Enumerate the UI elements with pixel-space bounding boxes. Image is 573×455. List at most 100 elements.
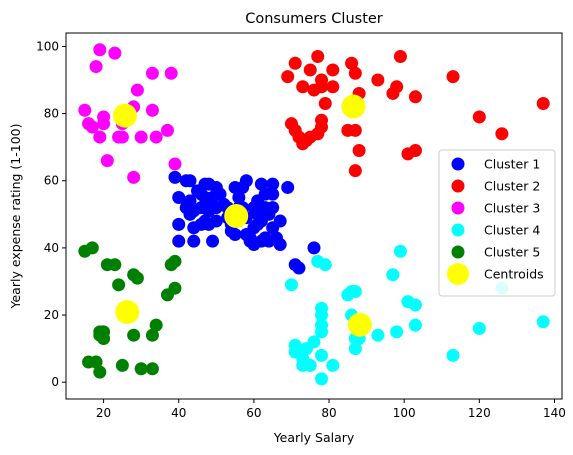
cluster-point [352, 144, 366, 158]
x-tick-label: 80 [321, 406, 336, 420]
cluster-point [108, 46, 122, 60]
x-tick-label: 40 [171, 406, 186, 420]
cluster-point [315, 120, 329, 134]
cluster-point [307, 335, 321, 349]
points-layer [78, 43, 550, 386]
cluster-point [371, 73, 385, 87]
x-tick-label: 100 [393, 406, 416, 420]
cluster-point [78, 103, 92, 117]
cluster-point [311, 50, 325, 63]
legend: Cluster 1 Cluster 2 Cluster 3 Cluster 4 Clus… [438, 149, 556, 297]
cluster-point [100, 154, 114, 168]
cluster-point [318, 258, 332, 272]
cluster-point [348, 164, 362, 178]
cluster-point [93, 43, 107, 57]
cluster-point [206, 234, 220, 248]
cluster-point [254, 177, 268, 191]
cluster-point [348, 66, 362, 80]
cluster-point [187, 234, 201, 248]
cluster-point [315, 348, 329, 362]
legend-marker [451, 179, 465, 193]
cluster-point [183, 194, 197, 208]
cluster-point [89, 355, 103, 369]
cluster-point [273, 214, 287, 228]
y-axis-title: Yearly expense rating (1-100) [8, 124, 23, 310]
x-tick-label: 120 [468, 406, 491, 420]
cluster-point [495, 127, 509, 141]
cluster-point [172, 234, 186, 248]
centroid-point [115, 300, 140, 325]
cluster-point [145, 362, 159, 376]
cluster-point [446, 70, 460, 84]
centroid-point [347, 312, 372, 337]
cluster-point [408, 90, 422, 104]
legend-label: Cluster 2 [484, 179, 540, 194]
centroid-series [112, 94, 372, 337]
cluster-point [393, 244, 407, 258]
cluster-point [164, 66, 178, 80]
legend-marker [451, 201, 465, 215]
cluster-point [446, 348, 460, 362]
x-tick-label: 140 [543, 406, 566, 420]
cluster-point [115, 130, 129, 144]
centroid-point [112, 103, 137, 128]
cluster-point [232, 191, 246, 205]
cluster-point [273, 238, 287, 252]
cluster-point [130, 271, 144, 285]
legend-label: Cluster 5 [484, 245, 540, 260]
cluster-point [127, 328, 141, 342]
cluster-point [172, 191, 186, 205]
cluster-point [326, 80, 340, 94]
cluster-point [97, 117, 111, 131]
cluster-point [145, 66, 159, 80]
cluster-point [390, 80, 404, 94]
cluster-point [134, 362, 148, 376]
cluster-point [408, 144, 422, 158]
cluster-point [371, 328, 385, 342]
cluster-point [348, 285, 362, 299]
centroid-point [224, 204, 249, 228]
cluster-point [134, 130, 148, 144]
cluster-point [288, 56, 302, 70]
cluster-point [292, 261, 306, 275]
y-tick-label: 60 [44, 174, 59, 188]
cluster-series [78, 43, 182, 184]
cluster-point [93, 365, 107, 379]
cluster-point [472, 321, 486, 335]
cluster-point [281, 180, 295, 194]
cluster-point [183, 174, 197, 188]
cluster-point [168, 281, 182, 295]
cluster-point [303, 63, 317, 77]
legend-label: Cluster 3 [484, 201, 540, 216]
cluster-point [326, 358, 340, 372]
cluster-point [307, 241, 321, 255]
x-axis-title: Yearly Salary [273, 430, 355, 445]
cluster-point [348, 342, 362, 356]
cluster-point [108, 258, 122, 272]
y-tick-label: 80 [44, 107, 59, 121]
cluster-point [303, 358, 317, 372]
legend-marker [447, 263, 469, 285]
cluster-point [213, 187, 227, 201]
cluster-point [408, 318, 422, 332]
legend-label: Cluster 4 [484, 223, 540, 238]
y-tick-label: 100 [36, 39, 59, 53]
y-tick-label: 20 [44, 308, 59, 322]
legend-label: Centroids [484, 267, 544, 282]
y-tick-label: 0 [51, 375, 59, 389]
x-tick-label: 60 [246, 406, 261, 420]
cluster-point [93, 130, 107, 144]
cluster-point [172, 217, 186, 231]
cluster-point [112, 278, 126, 292]
cluster-point [85, 120, 99, 134]
cluster-point [296, 80, 310, 94]
cluster-point [266, 187, 280, 201]
cluster-point [315, 318, 329, 332]
cluster-point [318, 97, 332, 111]
legend-label: Cluster 1 [484, 157, 540, 172]
cluster-point [209, 214, 223, 228]
cluster-point [266, 201, 280, 215]
cluster-point [345, 56, 359, 70]
plot-frame [65, 32, 563, 400]
